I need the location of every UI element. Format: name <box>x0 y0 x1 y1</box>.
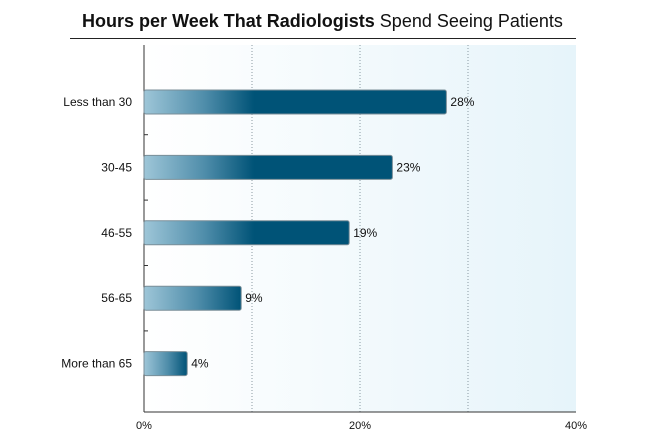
bars: 28% Less than 30 23% 30-45 19% 46-55 9% 56-65 4%… <box>61 89 475 377</box>
category-label: 30-45 <box>101 160 132 174</box>
bar <box>143 220 350 246</box>
y-axis-ticks <box>144 134 148 332</box>
bar <box>143 154 393 180</box>
bar <box>143 285 242 311</box>
x-tick-label: 40% <box>565 420 587 432</box>
title-underline <box>70 38 576 39</box>
category-label: 56-65 <box>101 291 132 305</box>
bar-value-label: 19% <box>353 226 377 240</box>
x-tick-label: 20% <box>349 420 371 432</box>
bar-value-label: 28% <box>450 95 474 109</box>
chart-title: Hours per Week That Radiologists Spend S… <box>0 10 645 32</box>
chart-title-regular: Spend Seeing Patients <box>379 11 563 31</box>
category-label: Less than 30 <box>63 95 132 109</box>
x-axis-tick-labels: 0% 20% 40% <box>136 420 587 432</box>
category-label: 46-55 <box>101 226 132 240</box>
bar-value-label: 23% <box>396 160 420 174</box>
x-tick-label: 0% <box>136 420 152 432</box>
chart-title-bold: Hours per Week That Radiologists <box>82 11 375 31</box>
category-label: More than 65 <box>61 357 132 371</box>
bar <box>143 89 447 115</box>
bar-value-label: 4% <box>191 357 209 371</box>
bar-value-label: 9% <box>245 291 263 305</box>
bar <box>143 351 188 377</box>
